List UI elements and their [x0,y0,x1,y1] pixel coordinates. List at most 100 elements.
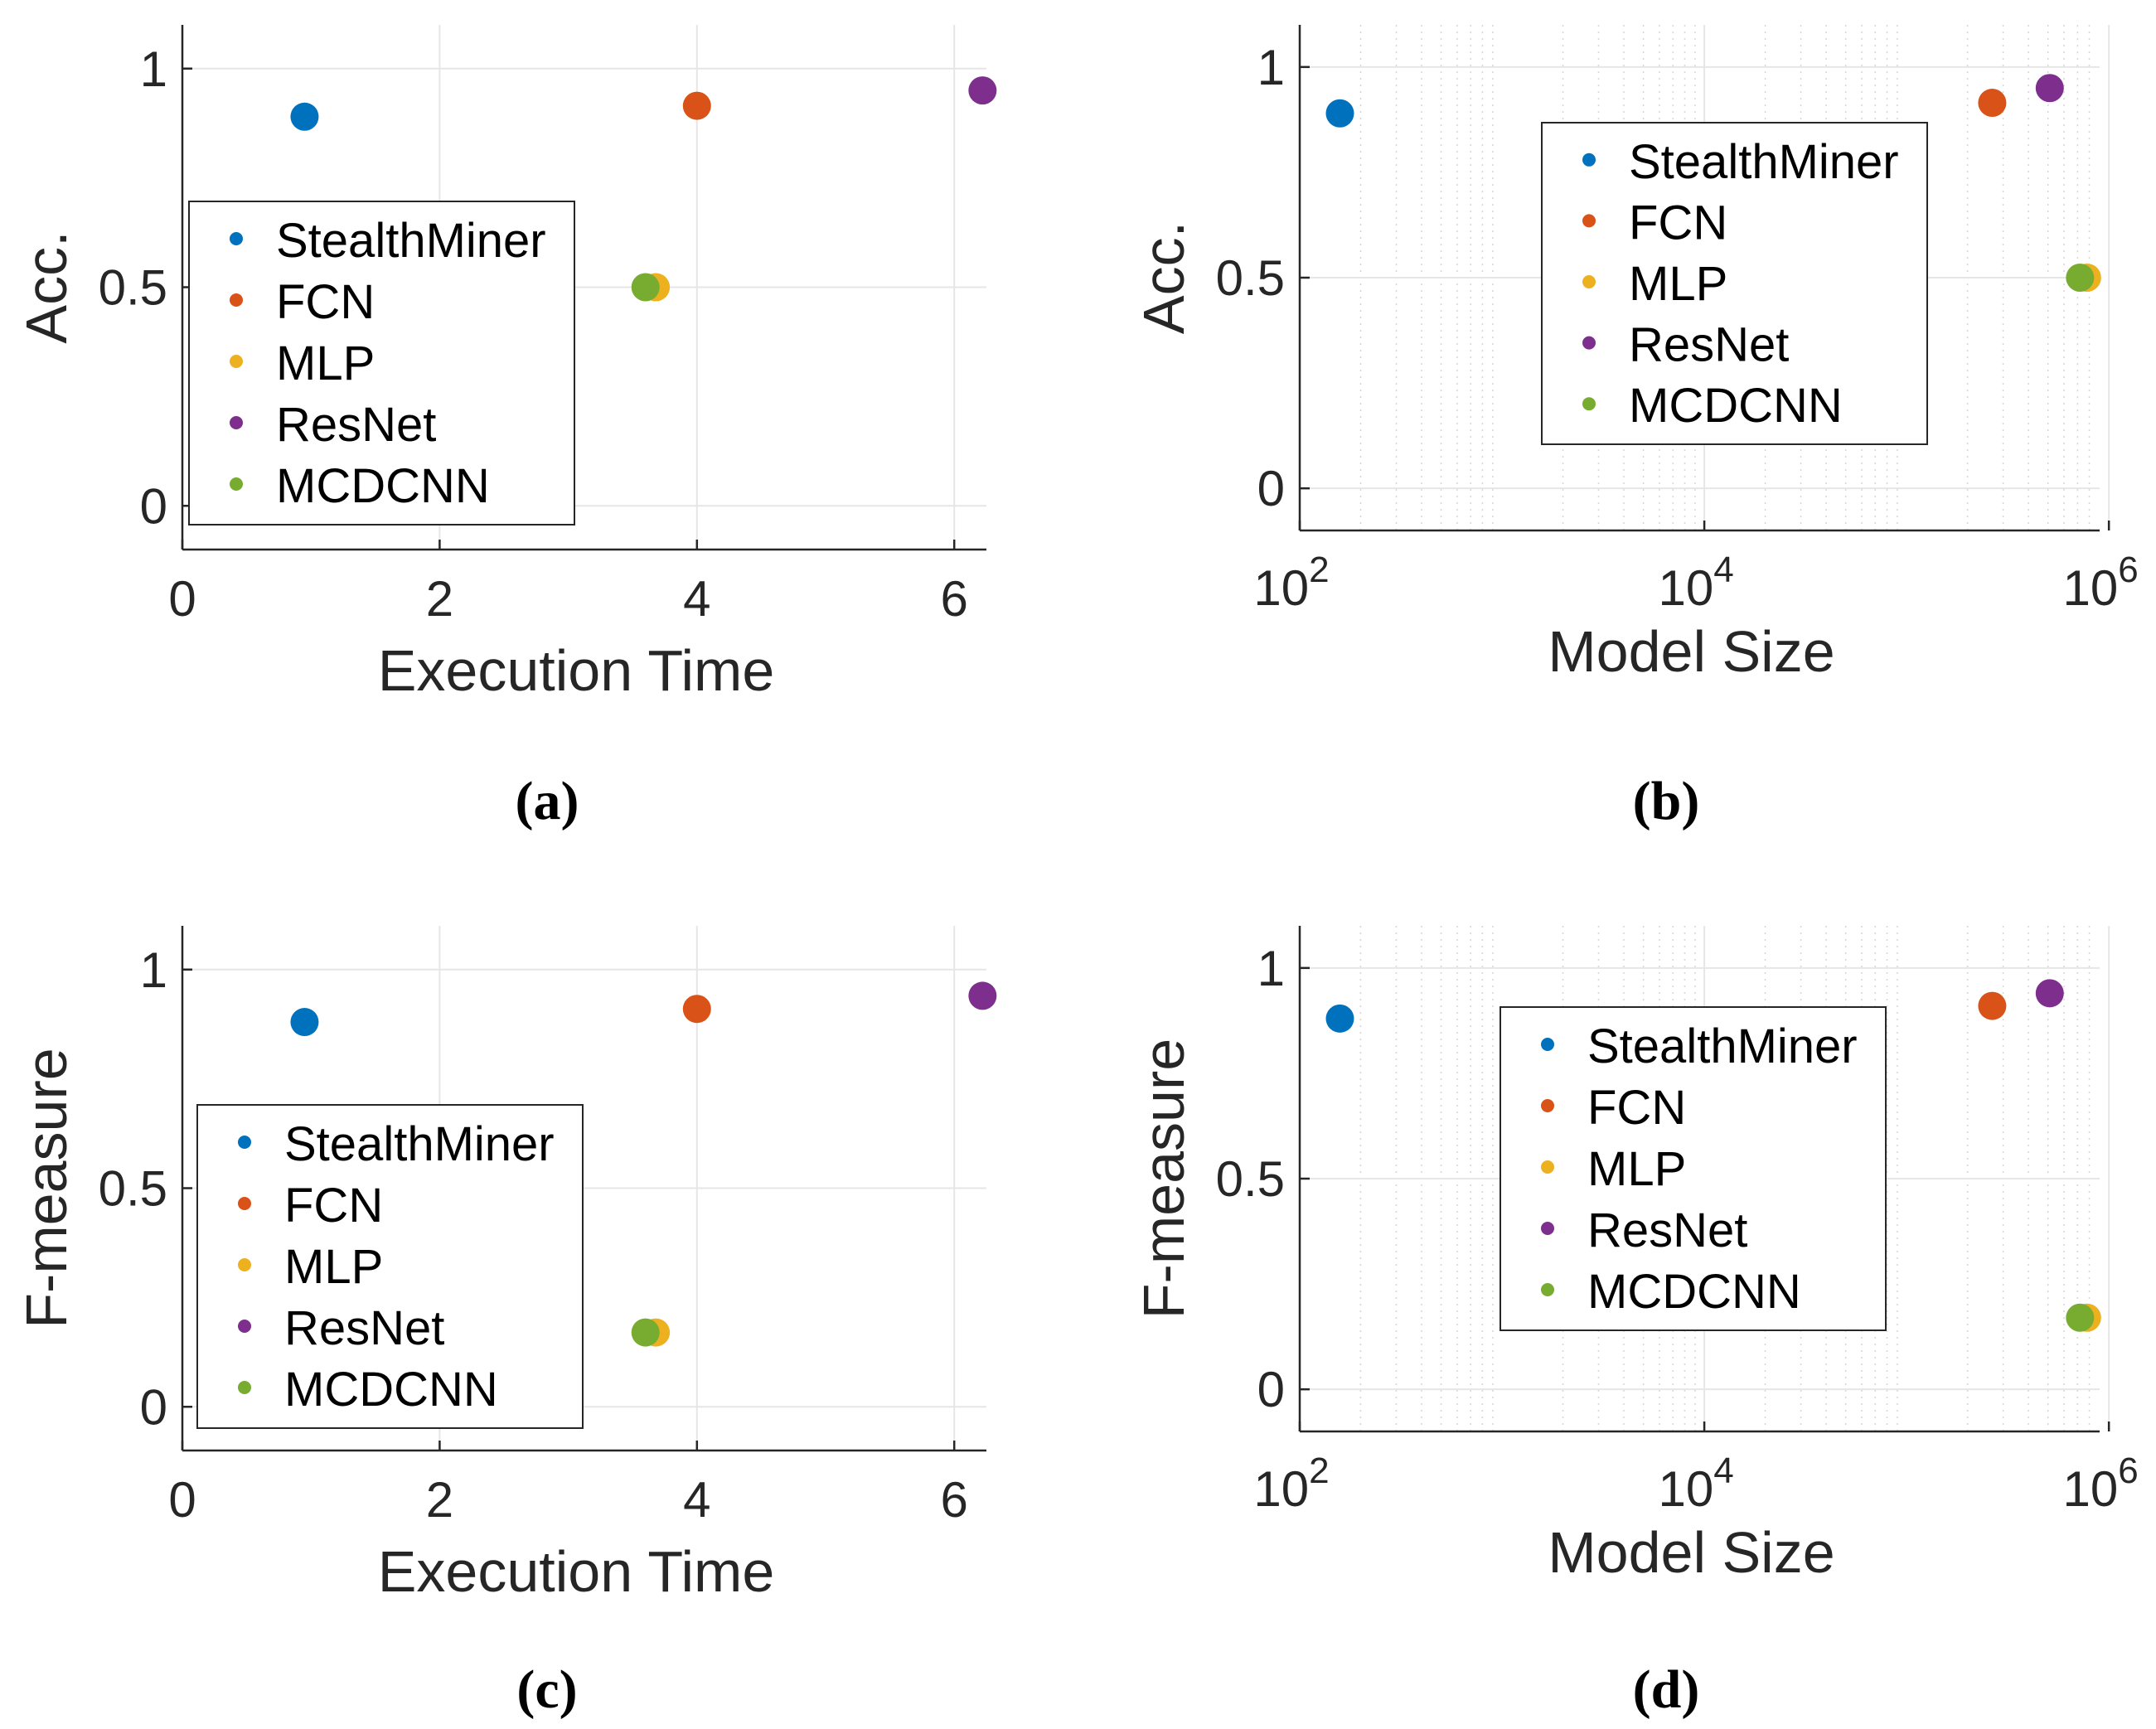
legend-label: ResNet [1629,318,1789,372]
data-point-fcn [682,91,711,120]
x-axis-label: Model Size [1548,619,1834,684]
x-axis-label: Model Size [1548,1520,1834,1585]
legend-marker-resnet [1541,1222,1554,1235]
x-tick-label: 2 [426,1472,453,1528]
legend: StealthMiner FCN MLP ResNet MCDCNN [1500,1006,1887,1331]
y-axis-label: F-measure [14,1048,79,1328]
x-tick-label: 6 [941,571,968,627]
legend-label: MCDCNN [284,1363,498,1417]
legend-marker-mlp [1541,1160,1554,1174]
y-tick-label: 1 [140,41,167,97]
x-tick-exponent: 2 [1309,1451,1329,1491]
y-axis-label: F-measure [1131,1039,1196,1319]
legend-marker-fcn [1541,1099,1554,1112]
legend: StealthMiner FCN MLP ResNet MCDCNN [196,1104,584,1429]
legend-box [188,201,575,525]
legend-marker-stealthminer [230,232,243,245]
chart-c: 0 0.5 1 0 2 4 6 Execution Time F-measure StealthM… [14,926,997,1720]
data-point-resnet [2035,979,2064,1008]
legend-marker-stealthminer [1541,1038,1554,1051]
legend: StealthMiner FCN MLP ResNet MCDCNN [1541,122,1928,445]
data-point-resnet [968,76,997,105]
y-tick-label: 0.5 [1216,250,1285,306]
legend-marker-resnet [230,416,243,429]
panel-caption: (d) [1633,1659,1700,1720]
data-point-fcn [682,995,711,1024]
legend-label: MLP [1629,257,1727,311]
x-tick-label: 6 [941,1472,968,1528]
y-tick-label: 1 [1257,40,1285,95]
y-tick-label: 0 [140,1379,167,1435]
legend-marker-stealthminer [238,1136,251,1149]
legend-label: MCDCNN [1587,1265,1801,1319]
legend-label: StealthMiner [1629,135,1899,189]
legend-label: ResNet [276,398,436,452]
legend-label: MCDCNN [276,459,490,513]
legend-marker-mcdcnn [1582,397,1596,411]
data-point-stealthminer [1325,99,1354,128]
legend-label: MLP [1587,1142,1686,1196]
chart-a: 0 0.5 1 0 2 4 6 Execution Time Acc. StealthMiner F… [14,25,997,831]
legend-box [196,1104,584,1429]
data-point-mcdcnn [2066,264,2095,292]
legend-label: FCN [1629,196,1727,249]
legend-marker-mlp [230,355,243,368]
y-axis-label: Acc. [14,230,79,343]
x-tick-exponent: 4 [1713,1451,1733,1491]
legend-label: MLP [284,1240,383,1294]
x-tick-exponent: 6 [2118,1451,2138,1491]
legend-marker-resnet [238,1320,251,1333]
x-tick-label: 0 [168,571,196,627]
legend-label: FCN [1587,1081,1686,1135]
x-tick-exponent: 2 [1309,550,1329,590]
y-tick-label: 1 [140,942,167,998]
y-tick-label: 1 [1257,941,1285,996]
x-tick-label: 106 [2063,550,2139,616]
panel-caption: (a) [516,771,579,831]
legend-label: FCN [284,1179,383,1233]
x-tick-label: 4 [683,1472,710,1528]
data-point-stealthminer [290,102,319,131]
panel-caption: (b) [1633,771,1700,831]
data-point-mcdcnn [631,1318,660,1347]
legend-marker-mcdcnn [230,477,243,491]
x-tick-label: 0 [168,1472,196,1528]
legend-marker-resnet [1582,336,1596,350]
y-tick-label: 0.5 [1216,1151,1285,1207]
legend-label: ResNet [1587,1204,1747,1257]
panel-caption: (c) [516,1659,577,1720]
legend-marker-mcdcnn [1541,1283,1554,1296]
x-tick-label: 4 [683,571,710,627]
y-tick-label: 0.5 [99,1161,167,1217]
data-point-fcn [1978,991,2007,1020]
data-point-stealthminer [290,1008,319,1037]
legend-marker-mlp [1582,275,1596,288]
legend-box [1541,122,1928,445]
legend-marker-fcn [1582,214,1596,228]
legend-label: FCN [276,275,375,329]
legend-marker-fcn [238,1197,251,1210]
legend-box [1500,1006,1887,1331]
x-axis-label: Execution Time [378,1539,775,1604]
legend-marker-stealthminer [1582,153,1596,167]
x-tick-exponent: 6 [2118,550,2138,590]
y-tick-label: 0 [1257,1362,1285,1417]
x-tick-exponent: 4 [1713,550,1733,590]
legend-label: MCDCNN [1629,379,1843,433]
x-tick-label: 104 [1658,1451,1733,1517]
data-point-mcdcnn [631,273,660,302]
y-tick-label: 0 [1257,461,1285,516]
data-point-fcn [1978,89,2007,118]
legend-marker-fcn [230,293,243,307]
legend-label: ResNet [284,1301,444,1355]
legend-marker-mlp [238,1258,251,1271]
data-point-resnet [2035,74,2064,103]
legend: StealthMiner FCN MLP ResNet MCDCNN [188,201,575,525]
y-axis-label: Acc. [1131,221,1196,334]
y-tick-label: 0 [140,478,167,534]
y-tick-label: 0.5 [99,260,167,316]
legend-label: StealthMiner [276,214,546,268]
